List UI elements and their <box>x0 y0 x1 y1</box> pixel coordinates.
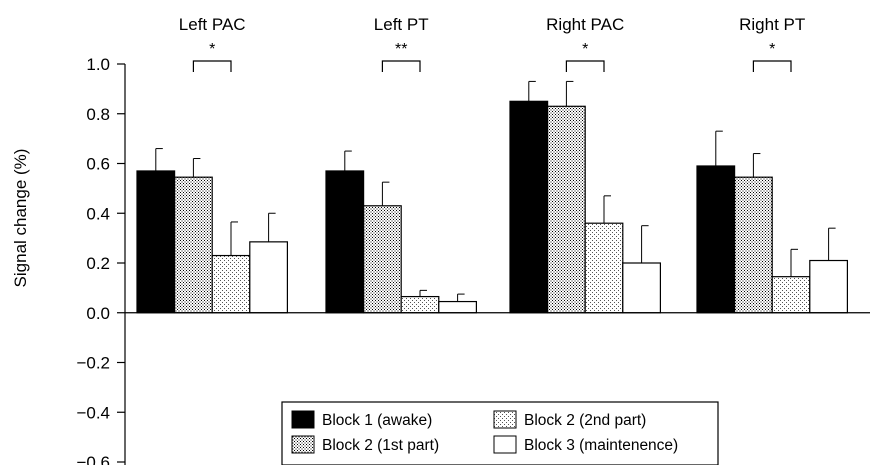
significance-label: ** <box>395 41 407 58</box>
category-label: Left PAC <box>179 15 246 34</box>
category-label: Right PT <box>739 15 805 34</box>
bar-right-pac-block-2-2nd-part <box>584 222 624 314</box>
bar-left-pt-block-3-maintenence <box>438 300 477 314</box>
y-tick-label: −0.4 <box>76 403 110 422</box>
legend-label-block-2-2nd-part: Block 2 (2nd part) <box>524 412 646 429</box>
significance-bracket-left-pt <box>381 60 421 72</box>
y-tick-label: 0.6 <box>86 155 110 174</box>
bar-right-pt-block-1-awake <box>696 165 736 314</box>
y-tick-label: −0.2 <box>76 354 110 373</box>
significance-bracket-right-pt <box>752 60 792 72</box>
bar-left-pac-block-1-awake <box>136 170 176 314</box>
significance-bracket-left-pac <box>192 60 232 72</box>
category-label: Left PT <box>374 15 429 34</box>
bar-right-pac-block-3-maintenence <box>622 262 661 314</box>
significance-label: * <box>582 41 588 58</box>
significance-bracket-right-pac <box>565 60 605 72</box>
bar-left-pt-block-1-awake <box>325 170 365 314</box>
y-tick-label: 0.8 <box>86 105 110 124</box>
y-tick-label: −0.6 <box>76 453 110 465</box>
bar-left-pt-block-2-2nd-part <box>400 295 440 314</box>
legend-swatch-block-3-maintenence <box>493 435 517 454</box>
category-label: Right PAC <box>546 15 624 34</box>
significance-label: * <box>769 41 775 58</box>
bar-left-pt-block-2-1st-part <box>363 205 402 314</box>
y-tick-label: 0.2 <box>86 254 110 273</box>
bar-left-pac-block-3-maintenence <box>249 241 289 314</box>
y-axis-label: Signal change (%) <box>11 149 30 288</box>
bar-left-pac-block-2-1st-part <box>174 176 213 314</box>
axes: Left PAC Left PT Right PAC Right PT* ** * *1.0… <box>11 15 870 465</box>
bar-right-pt-block-2-1st-part <box>733 176 773 314</box>
legend: Block 1 (awake) Block 2 (1st part) Block 2… <box>281 401 719 465</box>
y-tick-label: 0.4 <box>86 204 110 223</box>
bar-right-pac-block-2-1st-part <box>546 105 586 314</box>
legend-swatch-block-2-1st-part <box>291 435 315 454</box>
legend-label-block-2-1st-part: Block 2 (1st part) <box>322 437 439 454</box>
bar-left-pac-block-2-2nd-part <box>211 254 251 314</box>
legend-label-block-1-awake: Block 1 (awake) <box>322 412 432 429</box>
bar-right-pt-block-3-maintenence <box>809 259 848 314</box>
plot-area <box>136 60 848 314</box>
y-tick-label: 1.0 <box>86 55 110 74</box>
y-tick-label: 0.0 <box>86 304 110 323</box>
significance-label: * <box>209 41 215 58</box>
legend-swatch-block-1-awake <box>291 410 315 429</box>
legend-label-block-3-maintenence: Block 3 (maintenence) <box>524 437 678 454</box>
bar-right-pac-block-1-awake <box>509 100 549 314</box>
legend-swatch-block-2-2nd-part <box>493 410 517 429</box>
bar-right-pt-block-2-2nd-part <box>771 276 811 314</box>
